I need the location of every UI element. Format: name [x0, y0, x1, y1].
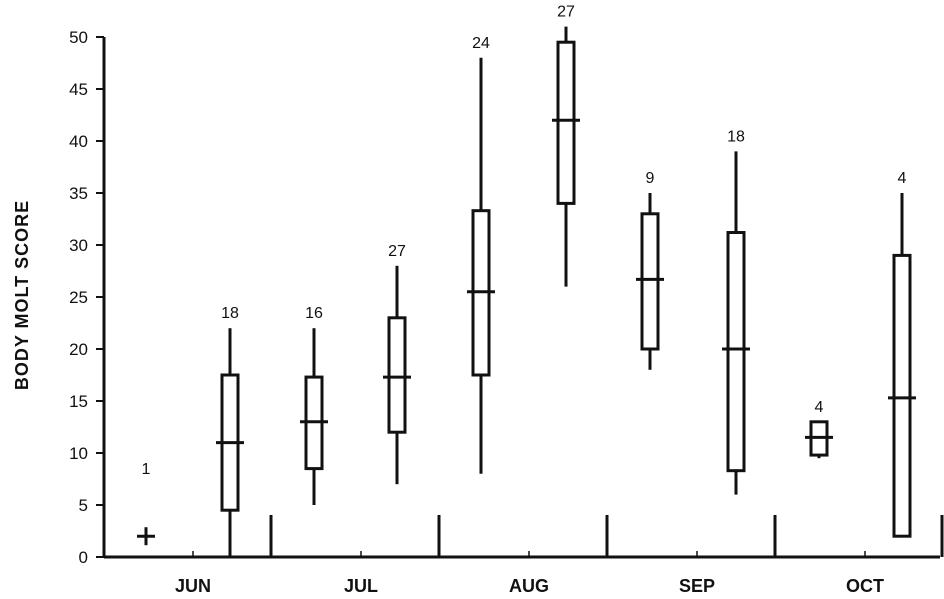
- box-group: 16: [300, 305, 328, 505]
- y-tick-label: 35: [69, 184, 88, 203]
- axes: [102, 37, 940, 559]
- box-group: 9: [636, 170, 664, 370]
- box-group: 4: [805, 399, 833, 459]
- sample-size-label: 9: [646, 170, 655, 187]
- box-group: 1: [137, 461, 155, 546]
- box-group: 27: [383, 243, 411, 485]
- y-axis-label: BODY MOLT SCORE: [12, 200, 32, 390]
- sample-size-label: 4: [898, 170, 907, 187]
- month-label: AUG: [509, 576, 549, 596]
- month-label: OCT: [846, 576, 884, 596]
- box-group: 4: [888, 170, 916, 538]
- sample-size-label: 16: [305, 305, 323, 322]
- month-labels: JUN JUL AUG SEP OCT: [175, 515, 944, 596]
- box-iqr: [726, 231, 746, 473]
- box-group: 18: [722, 128, 750, 495]
- y-tick-label: 10: [69, 444, 88, 463]
- y-tick-label: 20: [69, 340, 88, 359]
- box-group: 27: [552, 4, 580, 287]
- y-tick-label: 40: [69, 132, 88, 151]
- y-tick-label: 45: [69, 80, 88, 99]
- sample-size-label: 24: [472, 35, 490, 52]
- month-label: SEP: [679, 576, 715, 596]
- y-tick-label: 25: [69, 288, 88, 307]
- sample-size-label: 27: [557, 4, 575, 21]
- y-tick-label: 30: [69, 236, 88, 255]
- box-iqr: [892, 253, 912, 538]
- box-iqr: [640, 212, 660, 351]
- y-tick-label: 50: [69, 28, 88, 47]
- y-tick-label: 5: [79, 496, 88, 515]
- month-label: JUL: [344, 576, 378, 596]
- y-tick-label: 0: [79, 548, 88, 567]
- y-tick-label: 15: [69, 392, 88, 411]
- month-label: JUN: [175, 576, 211, 596]
- box-iqr: [556, 40, 576, 205]
- box-iqr: [387, 316, 407, 434]
- box-group: 18: [216, 305, 244, 557]
- sample-size-label: 1: [142, 461, 151, 478]
- sample-size-label: 4: [815, 399, 824, 416]
- box-group: 24: [467, 35, 495, 474]
- y-ticks: 0 5 10 15 20 25 30 35 40 45 50: [69, 28, 104, 567]
- sample-size-label: 18: [727, 128, 745, 145]
- sample-size-label: 18: [221, 305, 239, 322]
- sample-size-label: 27: [388, 243, 406, 260]
- box-plots: 1 18 16 27 24 27 9 18 4 4: [137, 4, 916, 557]
